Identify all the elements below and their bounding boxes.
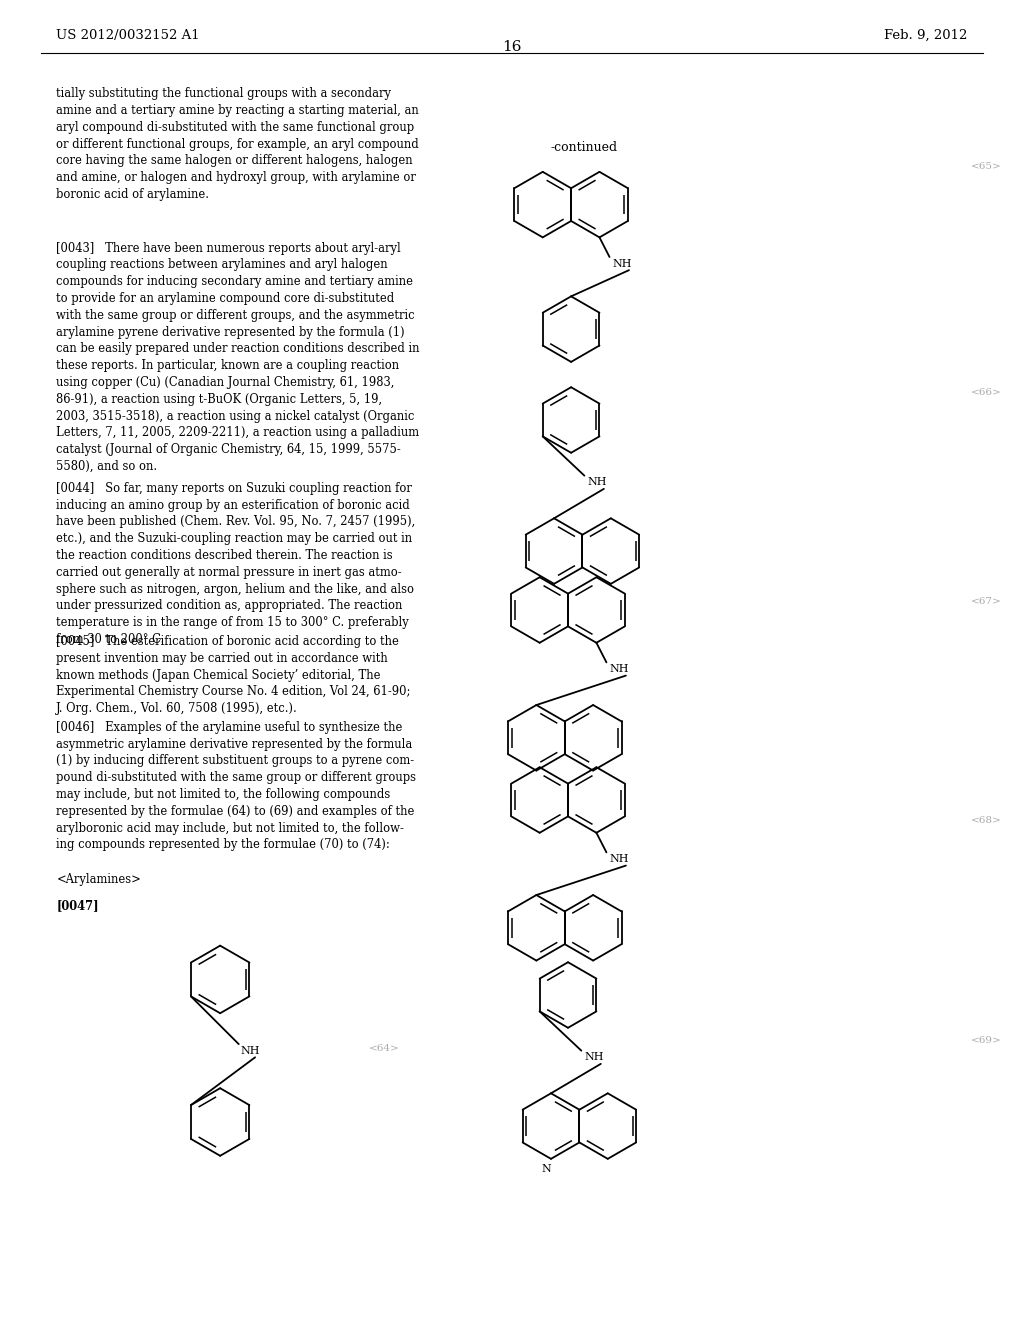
- Text: [0044]   So far, many reports on Suzuki coupling reaction for
inducing an amino : [0044] So far, many reports on Suzuki co…: [56, 482, 416, 645]
- Text: -continued: -continued: [551, 141, 618, 154]
- Text: US 2012/0032152 A1: US 2012/0032152 A1: [56, 29, 200, 42]
- Text: Feb. 9, 2012: Feb. 9, 2012: [885, 29, 968, 42]
- Text: <64>: <64>: [369, 1044, 399, 1053]
- Text: [0047]: [0047]: [56, 899, 99, 912]
- Text: N: N: [541, 1164, 551, 1175]
- Text: [0045]   The esterification of boronic acid according to the
present invention m: [0045] The esterification of boronic aci…: [56, 635, 411, 715]
- Text: NH: NH: [609, 664, 629, 675]
- Text: <65>: <65>: [971, 162, 1001, 172]
- Text: NH: NH: [241, 1045, 260, 1056]
- Text: [0046]   Examples of the arylamine useful to synthesize the
asymmetric arylamine: [0046] Examples of the arylamine useful …: [56, 721, 417, 851]
- Text: NH: NH: [609, 854, 629, 865]
- Text: NH: NH: [585, 1052, 604, 1063]
- Text: <66>: <66>: [971, 388, 1001, 397]
- Text: <68>: <68>: [971, 816, 1001, 825]
- Text: <67>: <67>: [971, 597, 1001, 606]
- Text: [0043]   There have been numerous reports about aryl-aryl
coupling reactions bet: [0043] There have been numerous reports …: [56, 242, 420, 473]
- Text: tially substituting the functional groups with a secondary
amine and a tertiary : tially substituting the functional group…: [56, 87, 419, 201]
- Text: 16: 16: [502, 40, 522, 54]
- Text: <Arylamines>: <Arylamines>: [56, 873, 141, 886]
- Text: <69>: <69>: [971, 1036, 1001, 1045]
- Text: NH: NH: [588, 478, 607, 487]
- Text: NH: NH: [612, 259, 632, 268]
